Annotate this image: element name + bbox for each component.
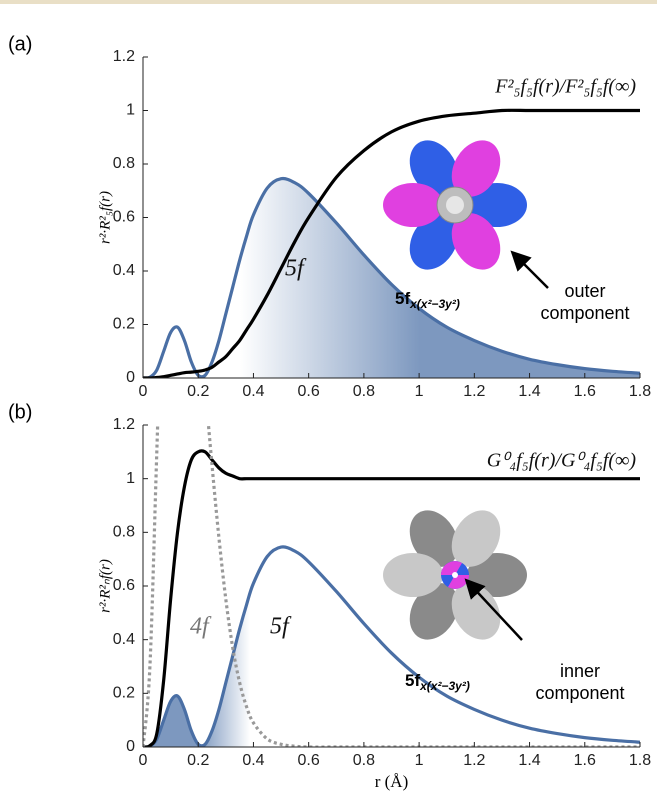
panel-label: (a) [8,33,32,55]
area-fill [143,178,640,378]
y-tick-label: 0.4 [113,262,135,279]
x-tick-label: 1.2 [463,752,485,769]
plot-area [143,425,640,747]
series-label: 5f [270,614,292,640]
orbital-label: 5fx(x²−3y²) [395,289,460,311]
x-tick-label: 1.2 [463,383,485,400]
area-fill [143,546,640,747]
orbital-sub: x(x²−3y²) [409,297,460,311]
y-tick-label: 0.8 [113,155,135,172]
arrow [510,250,549,289]
x-tick-label: 0 [139,383,148,400]
x-tick-label: 1.6 [574,752,596,769]
top-rule [0,0,657,4]
annotation: component [535,683,624,703]
y-tick-label: 1.2 [113,416,135,433]
x-tick-label: 1.4 [518,752,540,769]
x-tick-label: 0.4 [242,752,264,769]
annotation: outer [564,281,605,301]
series-line [143,108,640,378]
x-tick-label: 1.4 [518,383,540,400]
x-tick-label: 1 [415,752,424,769]
y-tick-label: 0.2 [113,316,135,333]
x-axis-label: r (Å) [375,772,409,791]
y-tick-label: 1.2 [113,48,135,65]
x-tick-label: 1.8 [629,752,651,769]
x-tick-label: 0.2 [187,383,209,400]
series-label: 5f [285,256,307,282]
x-tick-label: 0 [139,752,148,769]
x-tick-label: 0.6 [298,383,320,400]
series-label: 4f [190,614,212,640]
y-tick-label: 0.6 [113,209,135,226]
x-tick-label: 0.2 [187,752,209,769]
y-tick-label: 1 [126,470,135,487]
orbital-main: 5f [395,289,410,308]
orbital-icon-inner [383,510,527,640]
x-tick-label: 0.8 [353,383,375,400]
y-tick-label: 0.8 [113,524,135,541]
y-tick-label: 0 [126,369,135,386]
annotation: inner [560,661,600,681]
panel-label: (b) [8,401,32,423]
series-line [143,176,640,378]
x-tick-label: 1.6 [574,383,596,400]
x-tick-label: 0.8 [353,752,375,769]
series-label: F²₅f₅f(r)/F²₅f₅f(∞) [494,76,636,98]
orbital-sub: x(x²−3y²) [419,679,470,693]
series-line [143,545,640,747]
y-tick-label: 0.6 [113,577,135,594]
orbital-label: 5fx(x²−3y²) [405,671,470,693]
series-label: G⁰₄f₅f(r)/G⁰₄f₅f(∞) [487,450,637,472]
arrow [464,578,523,641]
y-tick-label: 0.2 [113,685,135,702]
x-tick-label: 0.6 [298,752,320,769]
plot-area [143,108,640,378]
x-tick-label: 1 [415,383,424,400]
y-tick-label: 0.4 [113,631,135,648]
y-tick-label: 0 [126,738,135,755]
annotation: component [540,303,629,323]
x-tick-label: 0.4 [242,383,264,400]
y-axis-label: r²·R²₅f(r) [97,191,113,244]
y-tick-label: 1 [126,102,135,119]
x-tick-label: 1.8 [629,383,651,400]
orbital-main: 5f [405,671,420,690]
y-axis-label: r²·R²ₙf(r) [97,559,113,613]
orbital-icon-outer [383,140,527,270]
series-line [143,449,640,747]
